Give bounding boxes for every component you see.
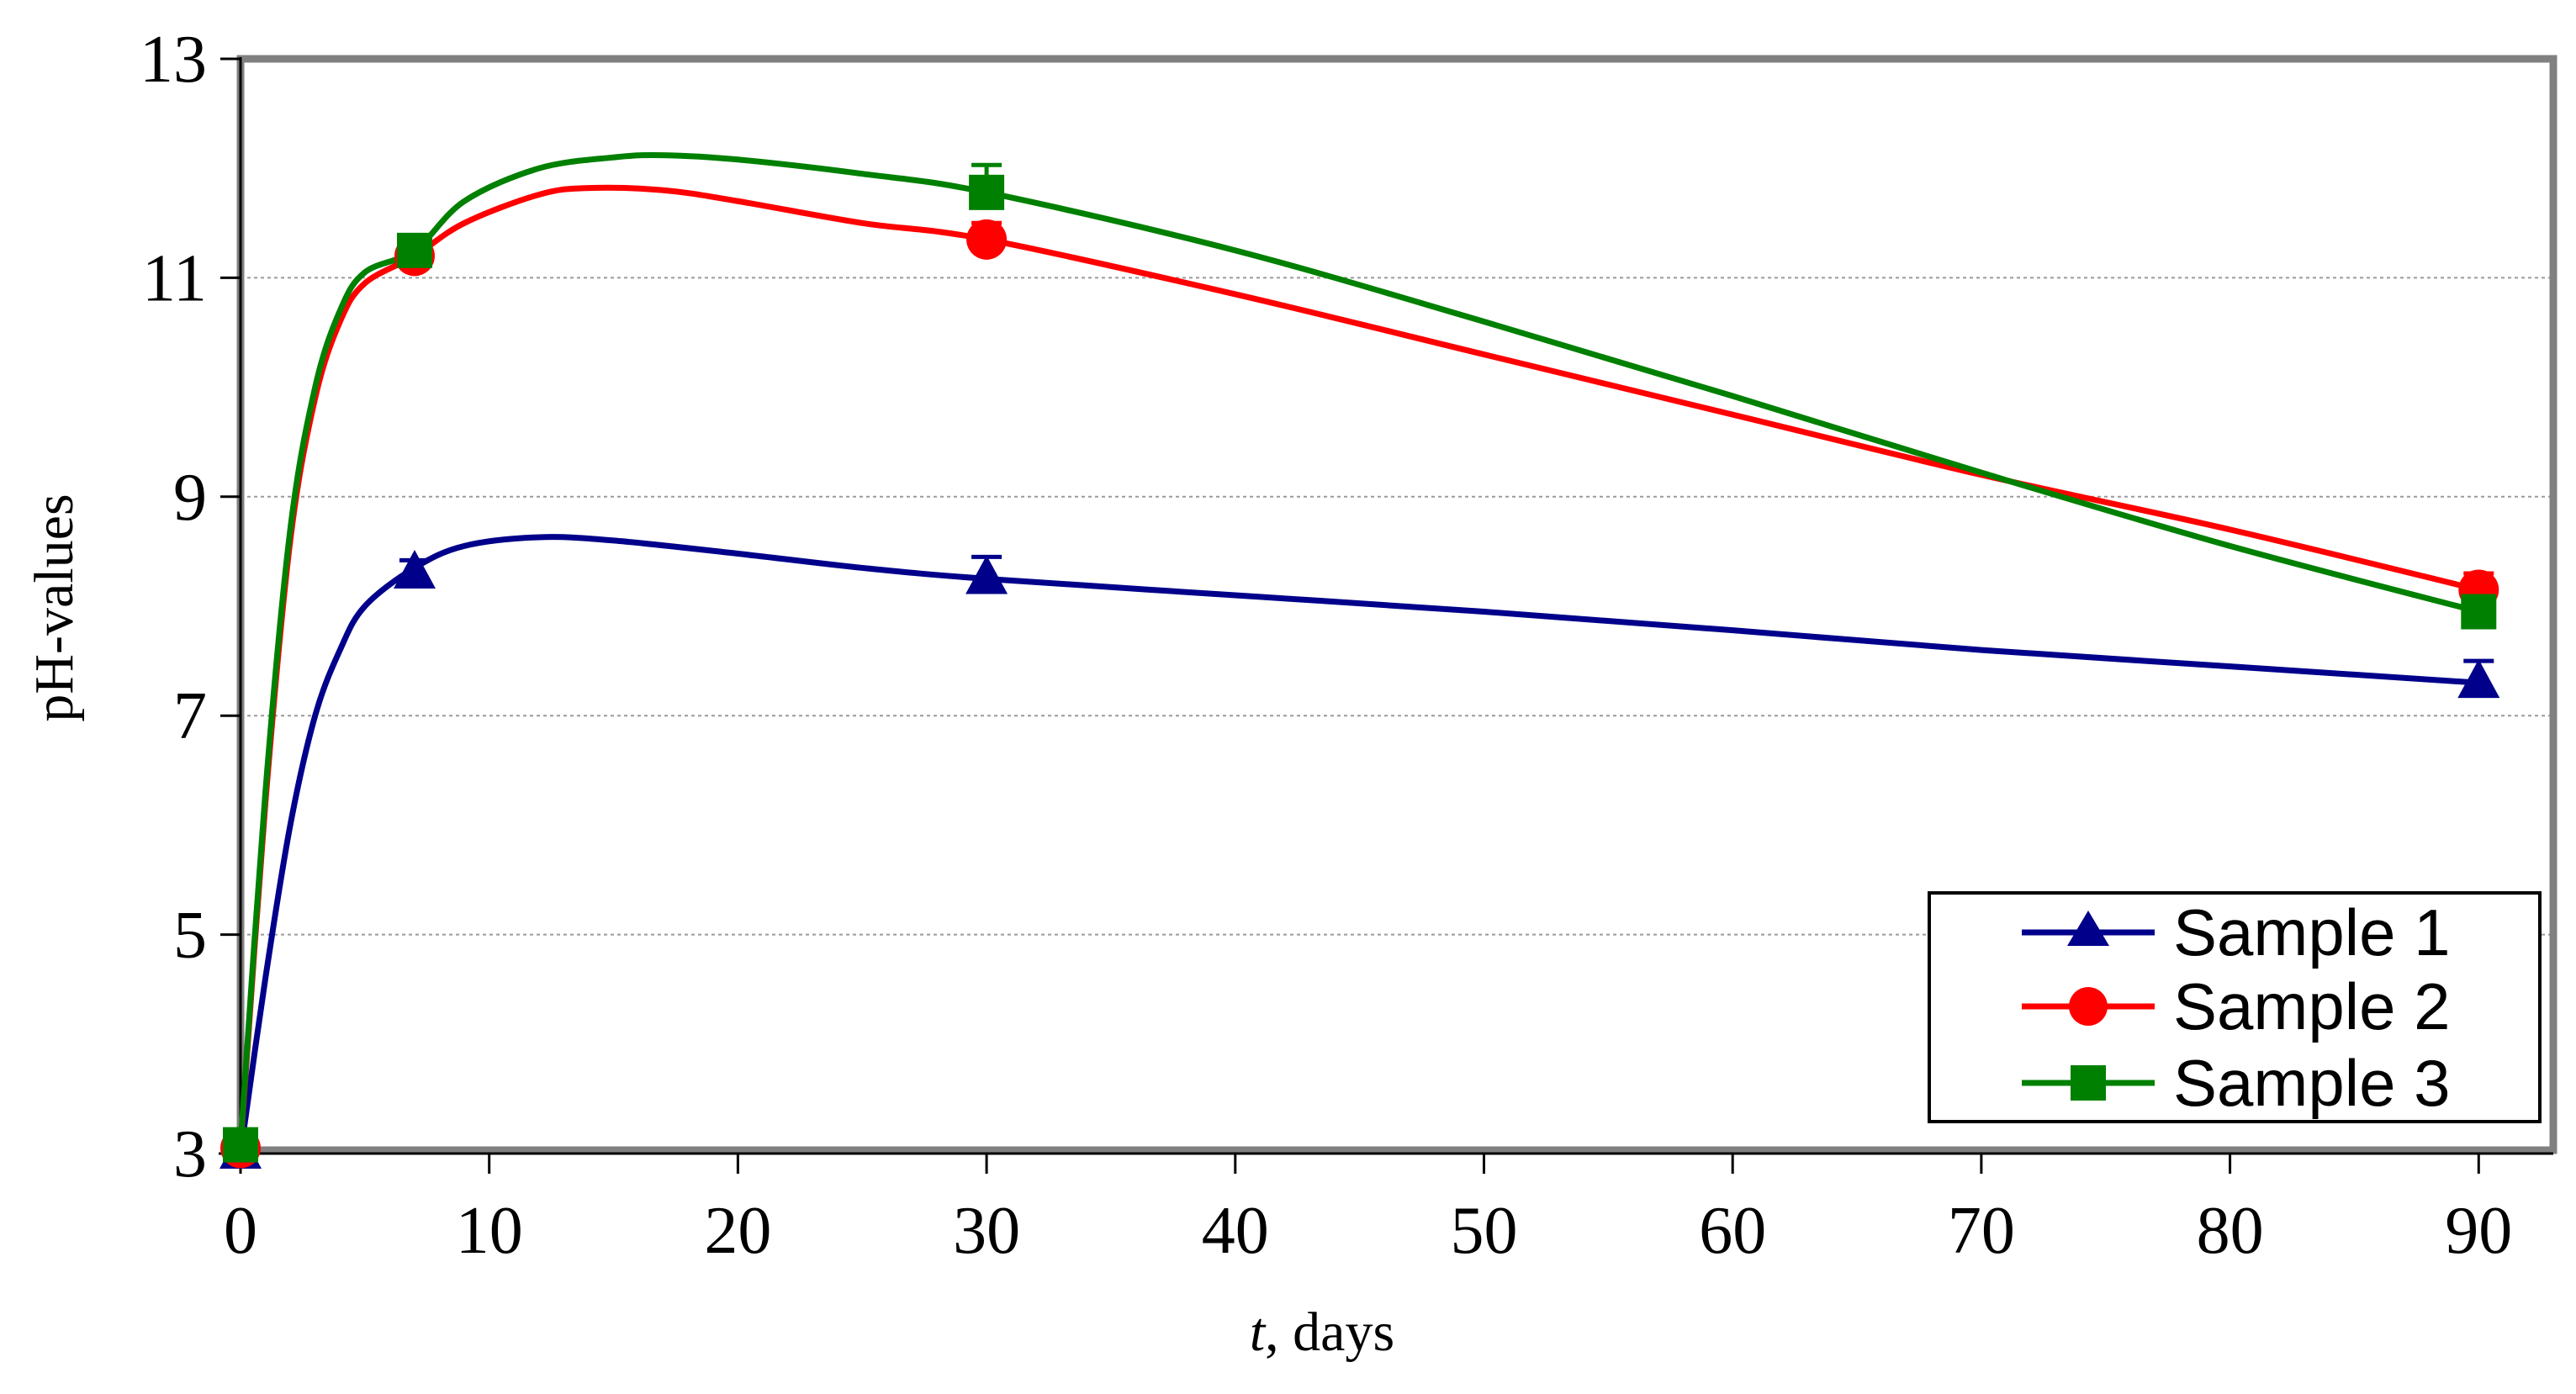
point-sample-1 xyxy=(393,549,436,589)
axis-ticks: 3 5 7 9 11 13 0 10 20 30 40 50 60 70 80 90 xyxy=(140,23,2512,1268)
legend-label-sample-2: Sample 2 xyxy=(2173,969,2451,1043)
legend: Sample 1 Sample 2 Sample 3 xyxy=(1928,891,2542,1123)
y-tick-label: 13 xyxy=(140,23,207,97)
x-tick-label: 30 xyxy=(953,1194,1020,1268)
point-sample-1 xyxy=(2457,659,2500,699)
legend-marker-sample-3 xyxy=(2071,1065,2106,1101)
data-markers xyxy=(220,174,2500,1169)
legend-marker-sample-2 xyxy=(2069,987,2108,1026)
point-sample-3 xyxy=(223,1127,258,1163)
legend-marker-sample-1 xyxy=(2067,911,2109,946)
x-tick-label: 20 xyxy=(704,1194,771,1268)
y-axis-title: pH-values xyxy=(24,494,85,721)
error-bars xyxy=(399,162,2494,684)
point-sample-3 xyxy=(2461,594,2497,630)
series-curves xyxy=(237,151,2480,1154)
y-tick-label: 7 xyxy=(173,679,207,753)
y-tick-label: 3 xyxy=(173,1117,207,1191)
series-line-sample-3 xyxy=(237,151,2480,1145)
x-tick-label: 0 xyxy=(224,1194,257,1268)
x-tick-label: 40 xyxy=(1202,1194,1269,1268)
x-axis-title-unit: , days xyxy=(1265,1302,1394,1363)
y-tick-label: 9 xyxy=(173,461,207,535)
x-tick-label: 10 xyxy=(456,1194,523,1268)
x-tick-label: 70 xyxy=(1948,1194,2015,1268)
point-sample-2 xyxy=(966,219,1008,260)
x-axis-title: t, days xyxy=(1250,1302,1394,1363)
x-tick-label: 80 xyxy=(2197,1194,2264,1268)
x-tick-label: 90 xyxy=(2445,1194,2512,1268)
point-sample-3 xyxy=(396,232,432,268)
x-tick-label: 50 xyxy=(1450,1194,1517,1268)
y-tick-label: 11 xyxy=(142,241,207,315)
y-tick-label: 5 xyxy=(173,899,207,973)
x-tick-label: 60 xyxy=(1699,1194,1766,1268)
legend-label-sample-3: Sample 3 xyxy=(2173,1046,2451,1120)
point-sample-3 xyxy=(969,174,1005,210)
series-line-sample-1 xyxy=(237,534,2479,1154)
point-sample-1 xyxy=(965,555,1008,594)
x-axis-title-variable: t xyxy=(1250,1302,1267,1363)
legend-label-sample-1: Sample 1 xyxy=(2173,895,2451,969)
